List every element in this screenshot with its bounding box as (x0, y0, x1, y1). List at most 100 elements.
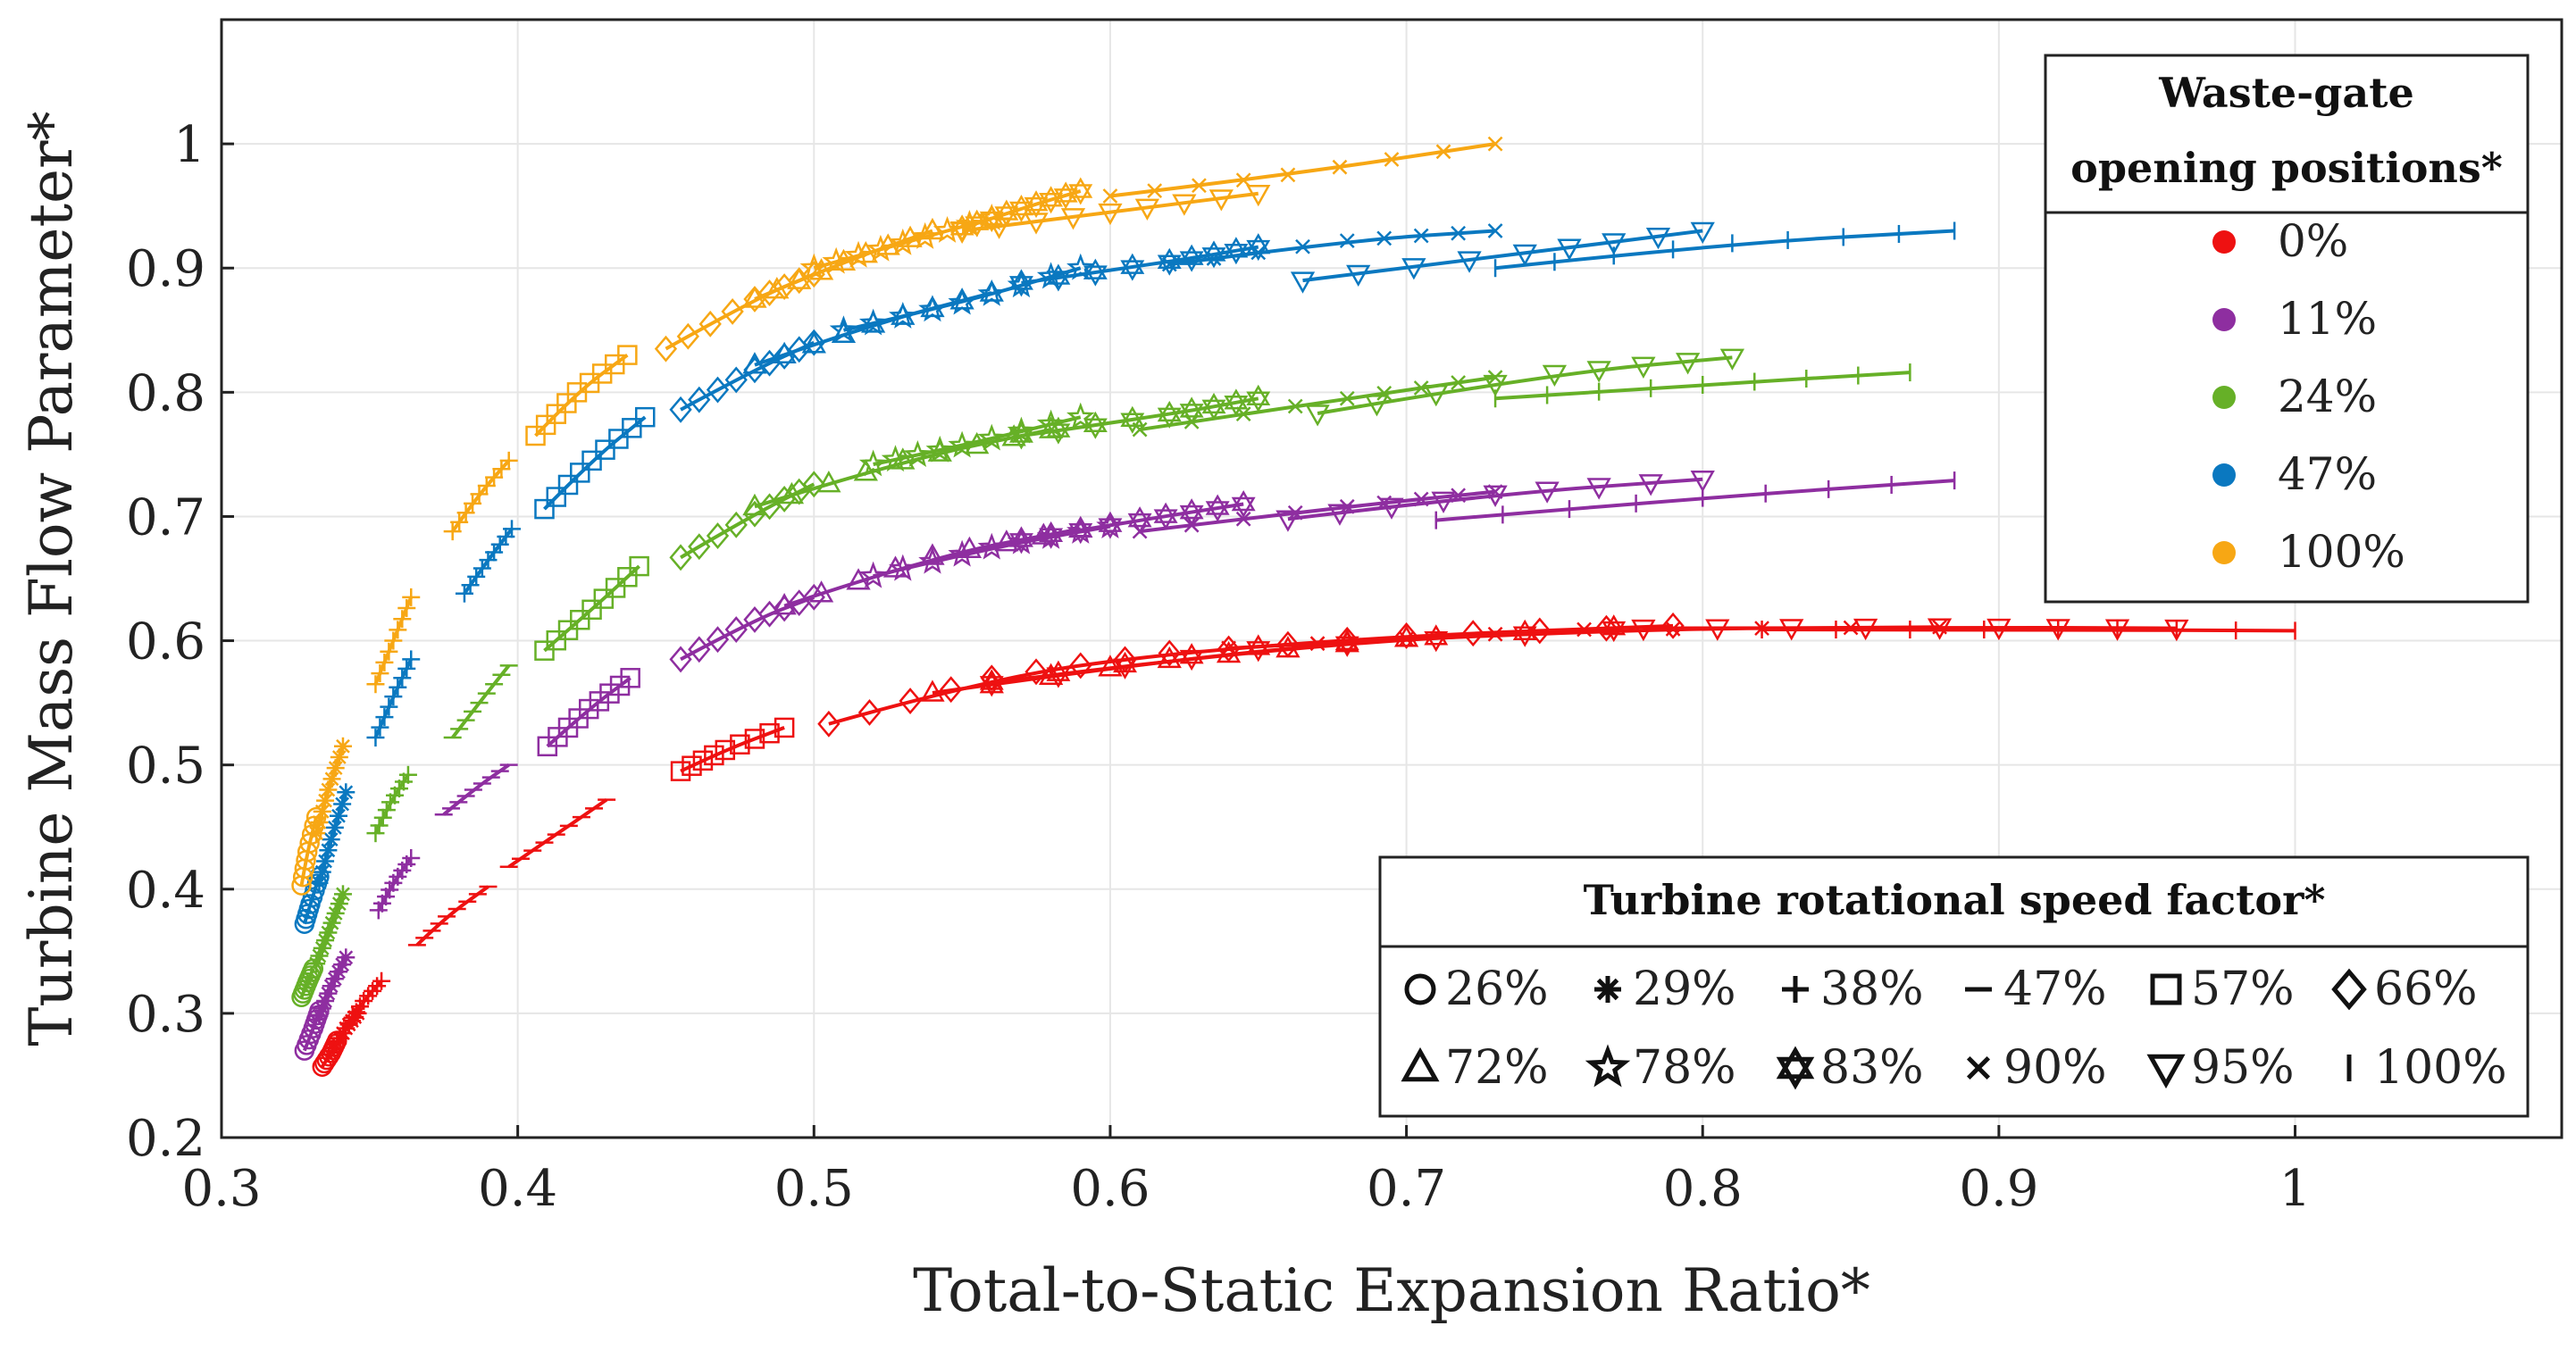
data-point (1098, 203, 1123, 226)
data-point (1602, 233, 1627, 255)
data-point (1206, 251, 1222, 266)
data-point (402, 849, 421, 867)
data-point (1153, 502, 1178, 530)
data-point (1246, 185, 1271, 207)
data-point (986, 217, 1012, 239)
data-point (635, 406, 656, 428)
data-point (1007, 416, 1036, 444)
data-point (1172, 194, 1197, 216)
data-point (743, 500, 766, 528)
data-point (313, 863, 331, 881)
data-point (1645, 227, 1671, 250)
data-point (1327, 504, 1352, 526)
data-point (1209, 189, 1234, 212)
data-point (881, 445, 910, 472)
wastegate-legend-entry: 0% (2212, 215, 2348, 267)
wastegate-legend-entry: 11% (2212, 293, 2377, 345)
data-point (1235, 172, 1251, 188)
wastegate-legend-entry: 100% (2212, 526, 2405, 578)
series-line (1761, 628, 2296, 633)
data-point (1046, 660, 1071, 688)
data-point (1535, 481, 1560, 504)
data-point (1401, 258, 1426, 280)
data-point (581, 450, 602, 471)
data-point (1384, 152, 1400, 167)
data-point (822, 246, 850, 274)
data-point (1083, 258, 1108, 287)
data-point (948, 430, 976, 458)
data-point (535, 414, 556, 436)
wastegate-legend-entry: 24% (2212, 371, 2377, 422)
data-point (698, 310, 722, 338)
data-point (979, 669, 1004, 697)
data-point (456, 504, 475, 522)
data-point (373, 808, 392, 827)
series-wastegate-0pct (312, 612, 2296, 1077)
legend-color-dot (2212, 463, 2236, 487)
data-point (742, 493, 767, 516)
data-point (1039, 186, 1064, 214)
series-line (1139, 489, 1496, 534)
data-point (1127, 506, 1152, 535)
x-tick-label: 0.3 (181, 1160, 261, 1218)
data-point (1217, 635, 1241, 663)
data-point (1008, 421, 1033, 450)
data-point (1179, 643, 1204, 671)
data-point (910, 221, 940, 249)
data-point (503, 520, 522, 538)
data-point (688, 533, 711, 561)
data-point (808, 580, 834, 603)
data-point (1068, 177, 1093, 205)
data-point (1451, 225, 1467, 241)
data-point (366, 729, 385, 747)
speed-legend-entry: 47% (1965, 963, 2107, 1016)
data-point (313, 802, 331, 821)
hexagram-marker-icon (1776, 1046, 1815, 1090)
data-point (617, 345, 638, 365)
data-point (1157, 400, 1182, 429)
legend-label: 83% (1820, 1041, 1924, 1095)
data-point (920, 680, 945, 702)
speed-legend-entry: 72% (1401, 1041, 1549, 1095)
data-point (1631, 619, 1656, 642)
data-point (1705, 619, 1730, 641)
data-point (375, 708, 394, 727)
data-point (1424, 384, 1449, 407)
data-point (393, 610, 412, 629)
data-point (688, 636, 711, 663)
data-point (1201, 392, 1226, 421)
series-wastegate-11pct (294, 470, 1956, 1061)
data-point (397, 599, 416, 618)
data-point (669, 544, 692, 571)
data-point (1120, 253, 1145, 281)
series-line (1435, 479, 1955, 522)
series-line (961, 189, 1082, 230)
data-point (1431, 491, 1456, 513)
series-line (451, 664, 511, 739)
data-point (557, 474, 579, 496)
data-point (557, 620, 579, 640)
data-point (389, 621, 407, 639)
data-point (589, 691, 610, 712)
data-point (464, 494, 482, 513)
data-point (1413, 380, 1429, 396)
legend-label: 100% (2278, 526, 2405, 578)
data-point (477, 477, 496, 496)
data-point (310, 873, 329, 892)
diamond-marker-icon (2331, 968, 2367, 1011)
data-point (765, 277, 790, 299)
data-point (485, 468, 504, 487)
data-point (899, 688, 922, 714)
data-point (397, 659, 416, 678)
legend-label: 24% (2278, 371, 2377, 422)
data-point (1147, 183, 1163, 199)
data-point (375, 653, 394, 671)
data-point (617, 567, 638, 588)
legend-label: 0% (2278, 215, 2348, 267)
triangle-down-marker-icon (2146, 1054, 2186, 1089)
data-point (1393, 625, 1419, 647)
data-point (1557, 238, 1582, 261)
data-point (389, 678, 407, 696)
speed-legend-entry: 66% (2331, 963, 2478, 1016)
